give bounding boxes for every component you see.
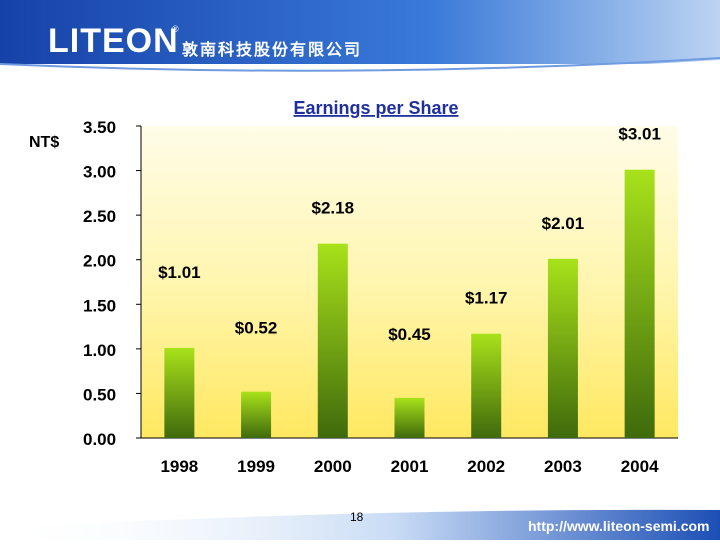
x-tick-label: 2001 bbox=[391, 457, 429, 476]
chart-title: Earnings per Share bbox=[293, 98, 458, 118]
bar-2002 bbox=[471, 333, 502, 438]
plot-area bbox=[141, 126, 678, 438]
x-tick-label: 2002 bbox=[467, 457, 505, 476]
y-tick-label: 1.50 bbox=[83, 296, 116, 315]
y-tick-label: 0.00 bbox=[83, 430, 116, 449]
y-tick-label: 1.00 bbox=[83, 341, 116, 360]
data-label: $2.18 bbox=[312, 199, 355, 218]
bar-1998 bbox=[164, 347, 195, 438]
company-name: 敦南科技股份有限公司 bbox=[182, 40, 363, 59]
bars bbox=[164, 169, 655, 438]
footer-background bbox=[0, 509, 720, 540]
data-label: $1.01 bbox=[158, 263, 201, 282]
y-tick-label: 0.50 bbox=[83, 385, 116, 404]
data-label: $2.01 bbox=[542, 214, 585, 233]
y-tick-label: 3.50 bbox=[83, 118, 116, 137]
data-labels: $1.01 $0.52 $2.18 $0.45 $1.17 $2.01 $3.01 bbox=[158, 125, 661, 344]
footer-banner bbox=[0, 500, 720, 540]
data-label: $0.45 bbox=[388, 325, 431, 344]
bar-1999 bbox=[241, 391, 272, 438]
data-label: $1.17 bbox=[465, 289, 508, 308]
data-label: $0.52 bbox=[235, 319, 278, 338]
x-tick-label: 1998 bbox=[160, 457, 198, 476]
company-logo: LITEON bbox=[48, 22, 179, 60]
y-tick-label: 2.00 bbox=[83, 252, 116, 271]
x-tick-label: 2000 bbox=[314, 457, 352, 476]
bar-2001 bbox=[394, 397, 425, 438]
y-axis-label: NT$ bbox=[29, 134, 59, 151]
y-tick-labels: 0.00 0.50 1.00 1.50 2.00 2.50 3.00 3.50 bbox=[83, 118, 116, 449]
eps-bar-chart: Earnings per Share NT$ 0.00 0.50 1.00 1.50 2… bbox=[29, 98, 678, 476]
header-background bbox=[0, 0, 720, 76]
y-tick-marks bbox=[136, 125, 141, 439]
x-tick-label: 2004 bbox=[621, 457, 659, 476]
page-number: 18 bbox=[350, 510, 364, 524]
registered-mark: ® bbox=[172, 24, 179, 34]
x-tick-label: 1999 bbox=[237, 457, 275, 476]
y-tick-label: 3.00 bbox=[83, 163, 116, 182]
bar-2003 bbox=[547, 258, 578, 438]
bar-2004 bbox=[624, 169, 655, 438]
x-tick-label: 2003 bbox=[544, 457, 582, 476]
website-url[interactable]: http://www.liteon-semi.com bbox=[528, 518, 710, 534]
bar-2000 bbox=[317, 243, 348, 438]
header-banner: LITEON ® 敦南科技股份有限公司 bbox=[0, 0, 720, 76]
x-tick-labels: 1998 1999 2000 2001 2002 2003 2004 bbox=[160, 457, 659, 476]
y-tick-label: 2.50 bbox=[83, 207, 116, 226]
data-label: $3.01 bbox=[618, 125, 661, 144]
